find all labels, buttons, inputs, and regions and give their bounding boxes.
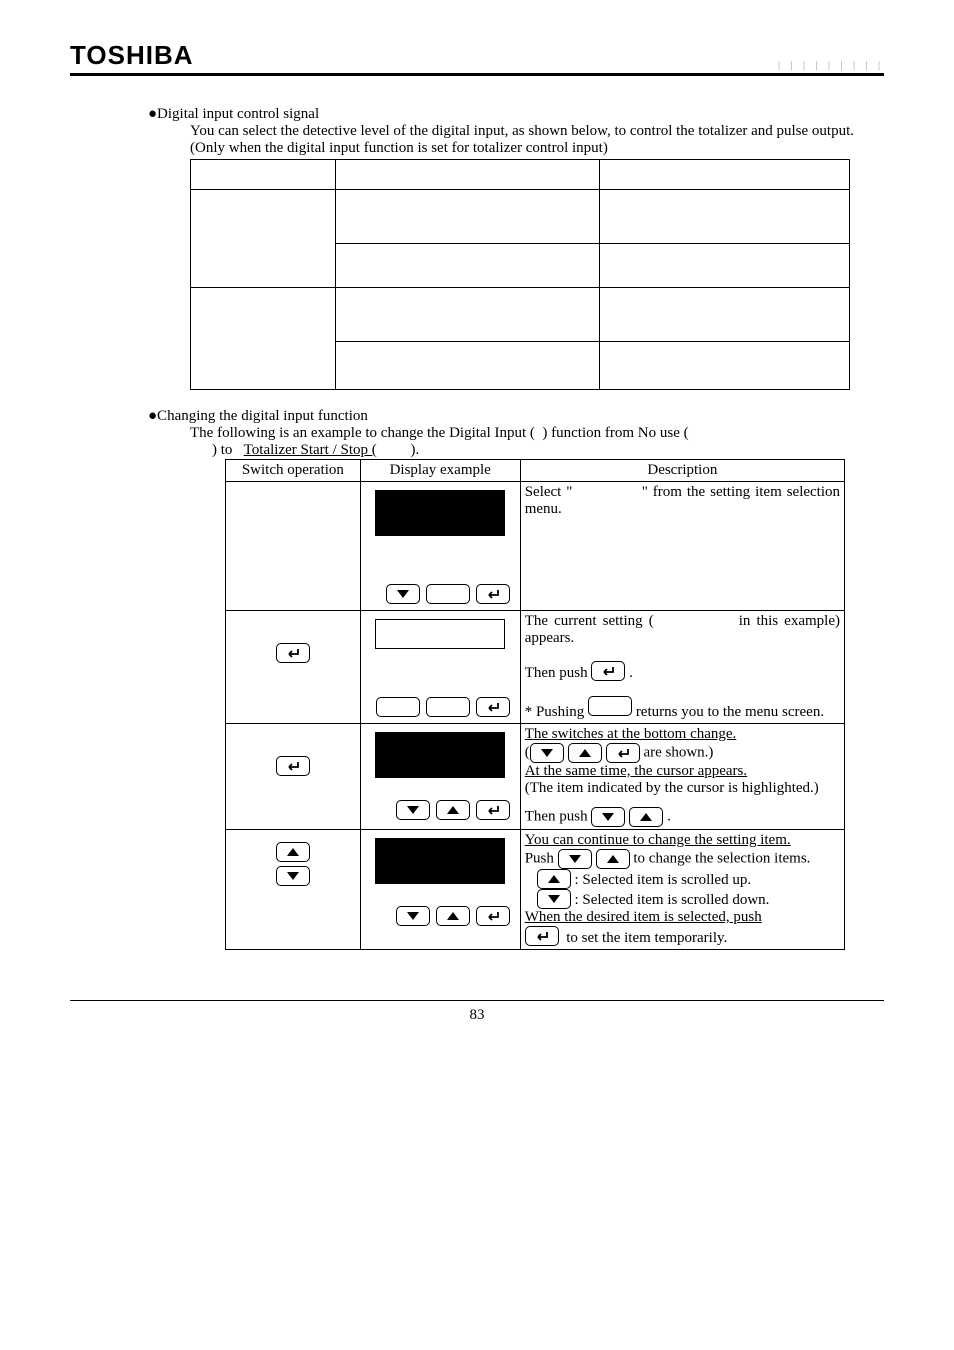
display-buttons xyxy=(365,697,516,721)
down-icon xyxy=(396,800,430,820)
up-icon xyxy=(436,906,470,926)
up-icon xyxy=(436,800,470,820)
enter-icon xyxy=(476,800,510,820)
th-switch: Switch operation xyxy=(226,460,361,482)
sec2-p2b: Totalizer Start / Stop ( xyxy=(244,442,377,458)
down-icon xyxy=(396,906,430,926)
bullet-1: ●Digital input control signal xyxy=(148,106,884,123)
sw-cell-2 xyxy=(226,611,361,724)
table-row: Select " " from the setting item selecti… xyxy=(226,482,845,611)
down-icon xyxy=(591,807,625,827)
enter-icon xyxy=(476,584,510,604)
down-icon xyxy=(276,866,310,886)
disp-cell-2 xyxy=(360,611,520,724)
sw-cell-4 xyxy=(226,830,361,950)
blank-btn xyxy=(426,697,470,717)
sec2-p1: The following is an example to change th… xyxy=(190,425,884,442)
down-icon xyxy=(386,584,420,604)
bullet-2: ●Changing the digital input function xyxy=(148,408,884,425)
down-icon xyxy=(558,849,592,869)
disp-cell-4 xyxy=(360,830,520,950)
display-box-black xyxy=(375,838,505,884)
blank-btn xyxy=(376,697,420,717)
desc-cell-4: You can continue to change the setting i… xyxy=(520,830,844,950)
page-number: 83 xyxy=(70,1000,884,1024)
procedure-table: Switch operation Display example Descrip… xyxy=(225,459,845,950)
up-icon xyxy=(629,807,663,827)
sec1-p1: You can select the detective level of th… xyxy=(190,123,884,140)
header-marks: | | | | | | | | | xyxy=(778,60,884,71)
display-buttons xyxy=(365,584,516,608)
blank-btn xyxy=(426,584,470,604)
section-digital-input-signal: ●Digital input control signal You can se… xyxy=(160,106,884,390)
up-icon xyxy=(596,849,630,869)
enter-icon xyxy=(606,743,640,763)
control-level-table xyxy=(190,159,850,390)
toshiba-logo: TOSHIBA xyxy=(70,40,194,71)
enter-icon xyxy=(476,906,510,926)
sec2-p1a: The following is an example to change th… xyxy=(190,425,535,441)
enter-icon xyxy=(276,756,310,776)
display-buttons xyxy=(365,906,516,930)
th-display: Display example xyxy=(360,460,520,482)
disp-cell-3 xyxy=(360,724,520,830)
desc-cell-1: Select " " from the setting item selecti… xyxy=(520,482,844,611)
sw-cell-3 xyxy=(226,724,361,830)
table-row: The current setting ( in this example) a… xyxy=(226,611,845,724)
desc-cell-2: The current setting ( in this example) a… xyxy=(520,611,844,724)
enter-icon xyxy=(591,661,625,681)
up-icon xyxy=(568,743,602,763)
section-changing-function: ●Changing the digital input function The… xyxy=(160,408,884,950)
up-icon xyxy=(276,842,310,862)
table-row: You can continue to change the setting i… xyxy=(226,830,845,950)
up-icon xyxy=(537,869,571,889)
table-row: The switches at the bottom change. ( are… xyxy=(226,724,845,830)
display-buttons xyxy=(365,800,516,824)
display-box-black xyxy=(375,732,505,778)
disp-cell-1 xyxy=(360,482,520,611)
down-icon xyxy=(537,889,571,909)
sec2-p2: ) to Totalizer Start / Stop ( ). xyxy=(212,442,884,459)
display-box-white xyxy=(375,619,505,649)
enter-icon xyxy=(476,697,510,717)
th-desc: Description xyxy=(520,460,844,482)
enter-icon xyxy=(525,926,559,946)
desc-cell-3: The switches at the bottom change. ( are… xyxy=(520,724,844,830)
down-icon xyxy=(530,743,564,763)
enter-icon xyxy=(276,643,310,663)
page-header: TOSHIBA | | | | | | | | | xyxy=(70,40,884,76)
sec2-p2c: ). xyxy=(411,442,420,458)
sec2-p1b: ) function from No use ( xyxy=(542,425,688,441)
blank-btn xyxy=(588,696,632,716)
sec2-p2a: ) to xyxy=(212,442,232,458)
sec1-p2: (Only when the digital input function is… xyxy=(190,140,884,157)
display-box-black xyxy=(375,490,505,536)
sw-cell-1 xyxy=(226,482,361,611)
